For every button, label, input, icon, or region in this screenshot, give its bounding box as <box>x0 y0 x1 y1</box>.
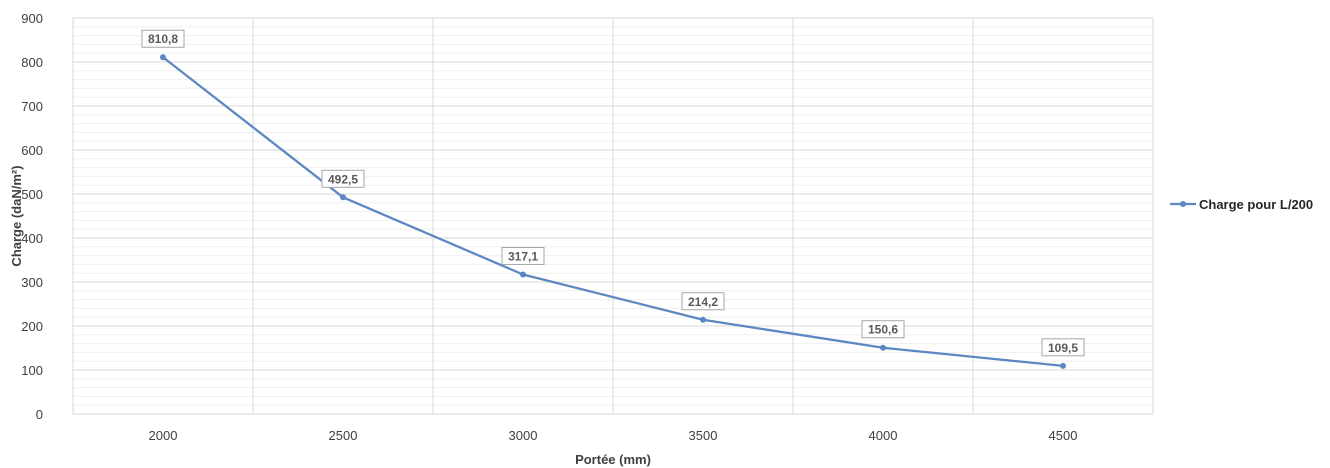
plot-frame <box>72 17 1154 415</box>
data-point <box>1060 362 1066 369</box>
data-label: 150,6 <box>868 323 898 337</box>
data-point <box>340 194 346 201</box>
x-tick-label: 2000 <box>149 428 178 443</box>
series-line <box>162 56 1064 367</box>
data-label: 810,8 <box>148 32 178 46</box>
y-tick-label: 800 <box>21 55 43 70</box>
x-tick-label: 2500 <box>329 428 358 443</box>
data-label-box <box>1041 338 1085 357</box>
y-tick-label: 200 <box>21 319 43 334</box>
y-tick-label: 400 <box>21 231 43 246</box>
axes: 0 100 200 300 400 500 600 700 800 900 2000 2500 3000… <box>21 11 1154 443</box>
y-axis-title: Charge (daN/m²) <box>9 165 24 266</box>
data-label-box <box>501 246 545 265</box>
y-tick-label: 0 <box>36 407 43 422</box>
data-point <box>160 54 166 61</box>
data-point <box>880 344 886 351</box>
data-label: 109,5 <box>1048 341 1078 355</box>
legend-marker <box>1180 201 1186 207</box>
y-tick-label: 100 <box>21 363 43 378</box>
grid <box>72 17 1154 415</box>
x-axis-title: Portée (mm) <box>575 452 651 467</box>
series <box>160 54 1066 369</box>
x-tick-label: 4500 <box>1049 428 1078 443</box>
data-label-box <box>861 320 905 339</box>
data-point <box>520 271 526 278</box>
data-label: 317,1 <box>508 249 538 263</box>
data-label-box <box>141 29 185 48</box>
data-label: 492,5 <box>328 172 358 186</box>
y-tick-label: 700 <box>21 99 43 114</box>
legend: Charge pour L/200 <box>1170 197 1313 212</box>
data-label-box <box>321 169 365 188</box>
y-tick-label: 300 <box>21 275 43 290</box>
data-labels: 810,8 492,5 317,1 214,2 150,6 109,5 <box>141 29 1085 357</box>
y-tick-label: 600 <box>21 143 43 158</box>
data-label-box <box>681 292 725 311</box>
x-tick-label: 3500 <box>689 428 718 443</box>
y-tick-label: 900 <box>21 11 43 26</box>
x-tick-label: 3000 <box>509 428 538 443</box>
legend-label: Charge pour L/200 <box>1199 197 1313 212</box>
x-tick-label: 4000 <box>869 428 898 443</box>
data-point <box>700 316 706 323</box>
data-label: 214,2 <box>688 295 718 309</box>
y-tick-label: 500 <box>21 187 43 202</box>
